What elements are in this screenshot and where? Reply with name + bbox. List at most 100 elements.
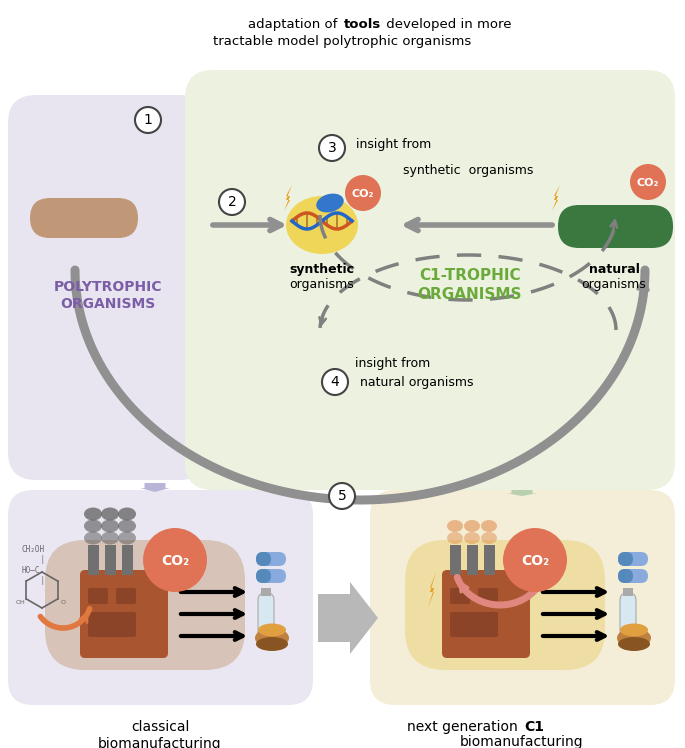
Text: OH: OH: [16, 600, 26, 604]
FancyBboxPatch shape: [256, 552, 271, 566]
Bar: [122, 545, 133, 575]
FancyBboxPatch shape: [256, 569, 286, 583]
Ellipse shape: [618, 637, 650, 651]
Text: 4: 4: [331, 375, 339, 389]
Circle shape: [135, 107, 161, 133]
Circle shape: [319, 135, 345, 161]
Circle shape: [503, 528, 567, 592]
Ellipse shape: [316, 194, 344, 212]
Text: O: O: [60, 600, 66, 604]
Polygon shape: [140, 483, 170, 492]
Text: synthetic  organisms: synthetic organisms: [403, 164, 533, 177]
Text: CH₂OH
    |
HO─C
    |: CH₂OH | HO─C |: [22, 545, 45, 585]
Text: synthetic: synthetic: [290, 263, 355, 276]
FancyBboxPatch shape: [558, 205, 673, 248]
FancyBboxPatch shape: [30, 198, 138, 238]
Text: natural: natural: [588, 263, 639, 276]
Ellipse shape: [256, 637, 288, 651]
Ellipse shape: [464, 520, 480, 532]
Text: C1: C1: [524, 720, 544, 734]
Polygon shape: [552, 185, 560, 211]
FancyBboxPatch shape: [45, 540, 245, 670]
FancyBboxPatch shape: [256, 552, 286, 566]
FancyBboxPatch shape: [450, 588, 470, 604]
FancyBboxPatch shape: [450, 612, 498, 637]
Circle shape: [219, 189, 245, 215]
FancyBboxPatch shape: [185, 70, 675, 490]
FancyBboxPatch shape: [618, 552, 648, 566]
Text: adaptation of: adaptation of: [249, 18, 342, 31]
Bar: [623, 588, 633, 596]
Text: C1-TROPHIC
ORGANISMS: C1-TROPHIC ORGANISMS: [418, 268, 522, 301]
Circle shape: [345, 175, 381, 211]
Text: insight from: insight from: [356, 138, 432, 150]
Text: insight from: insight from: [355, 357, 430, 370]
FancyBboxPatch shape: [8, 95, 208, 480]
Bar: [484, 545, 495, 575]
Text: tools: tools: [344, 18, 382, 31]
Circle shape: [630, 164, 666, 200]
Ellipse shape: [258, 624, 286, 637]
FancyBboxPatch shape: [80, 570, 168, 658]
FancyBboxPatch shape: [88, 612, 136, 637]
Bar: [261, 588, 271, 596]
FancyBboxPatch shape: [370, 490, 675, 705]
Polygon shape: [284, 185, 292, 211]
Text: 1: 1: [144, 113, 153, 127]
FancyBboxPatch shape: [116, 588, 136, 604]
Bar: [467, 545, 478, 575]
Text: tractable model polytrophic organisms: tractable model polytrophic organisms: [213, 35, 471, 48]
Text: CO₂: CO₂: [521, 554, 549, 568]
Polygon shape: [508, 490, 537, 496]
Text: CO₂: CO₂: [352, 189, 374, 199]
Text: natural organisms: natural organisms: [360, 375, 473, 388]
Ellipse shape: [617, 628, 651, 648]
Text: organisms: organisms: [290, 278, 354, 291]
Ellipse shape: [286, 196, 358, 254]
FancyBboxPatch shape: [620, 593, 636, 641]
FancyArrow shape: [318, 582, 378, 654]
Text: organisms: organisms: [582, 278, 647, 291]
Text: biomanufacturing: biomanufacturing: [460, 735, 584, 748]
FancyBboxPatch shape: [258, 593, 274, 641]
Text: classical
biomanufacturing: classical biomanufacturing: [98, 720, 222, 748]
Circle shape: [329, 483, 355, 509]
FancyBboxPatch shape: [618, 552, 633, 566]
FancyBboxPatch shape: [618, 569, 633, 583]
Bar: [105, 545, 116, 575]
Bar: [88, 545, 99, 575]
Text: 2: 2: [227, 195, 236, 209]
Bar: [450, 545, 461, 575]
Ellipse shape: [481, 520, 497, 532]
Ellipse shape: [84, 520, 102, 533]
Polygon shape: [428, 572, 436, 608]
Ellipse shape: [101, 520, 119, 533]
FancyBboxPatch shape: [256, 569, 271, 583]
FancyBboxPatch shape: [478, 588, 498, 604]
Ellipse shape: [101, 532, 119, 545]
FancyBboxPatch shape: [618, 569, 648, 583]
Circle shape: [143, 528, 207, 592]
FancyBboxPatch shape: [442, 570, 530, 658]
Text: developed in more: developed in more: [382, 18, 512, 31]
Text: 3: 3: [327, 141, 336, 155]
Text: 5: 5: [338, 489, 347, 503]
Text: CO₂: CO₂: [637, 178, 659, 188]
Text: CO₂: CO₂: [161, 554, 189, 568]
Ellipse shape: [118, 520, 136, 533]
Ellipse shape: [118, 532, 136, 545]
Ellipse shape: [620, 624, 648, 637]
Ellipse shape: [84, 532, 102, 545]
Ellipse shape: [84, 507, 102, 521]
Ellipse shape: [447, 520, 463, 532]
Text: POLYTROPHIC
ORGANISMS: POLYTROPHIC ORGANISMS: [53, 280, 162, 311]
Ellipse shape: [464, 532, 480, 544]
Ellipse shape: [255, 628, 289, 648]
FancyBboxPatch shape: [88, 588, 108, 604]
Circle shape: [322, 369, 348, 395]
Ellipse shape: [101, 507, 119, 521]
FancyBboxPatch shape: [8, 490, 313, 705]
Ellipse shape: [118, 507, 136, 521]
Ellipse shape: [481, 532, 497, 544]
FancyBboxPatch shape: [405, 540, 605, 670]
